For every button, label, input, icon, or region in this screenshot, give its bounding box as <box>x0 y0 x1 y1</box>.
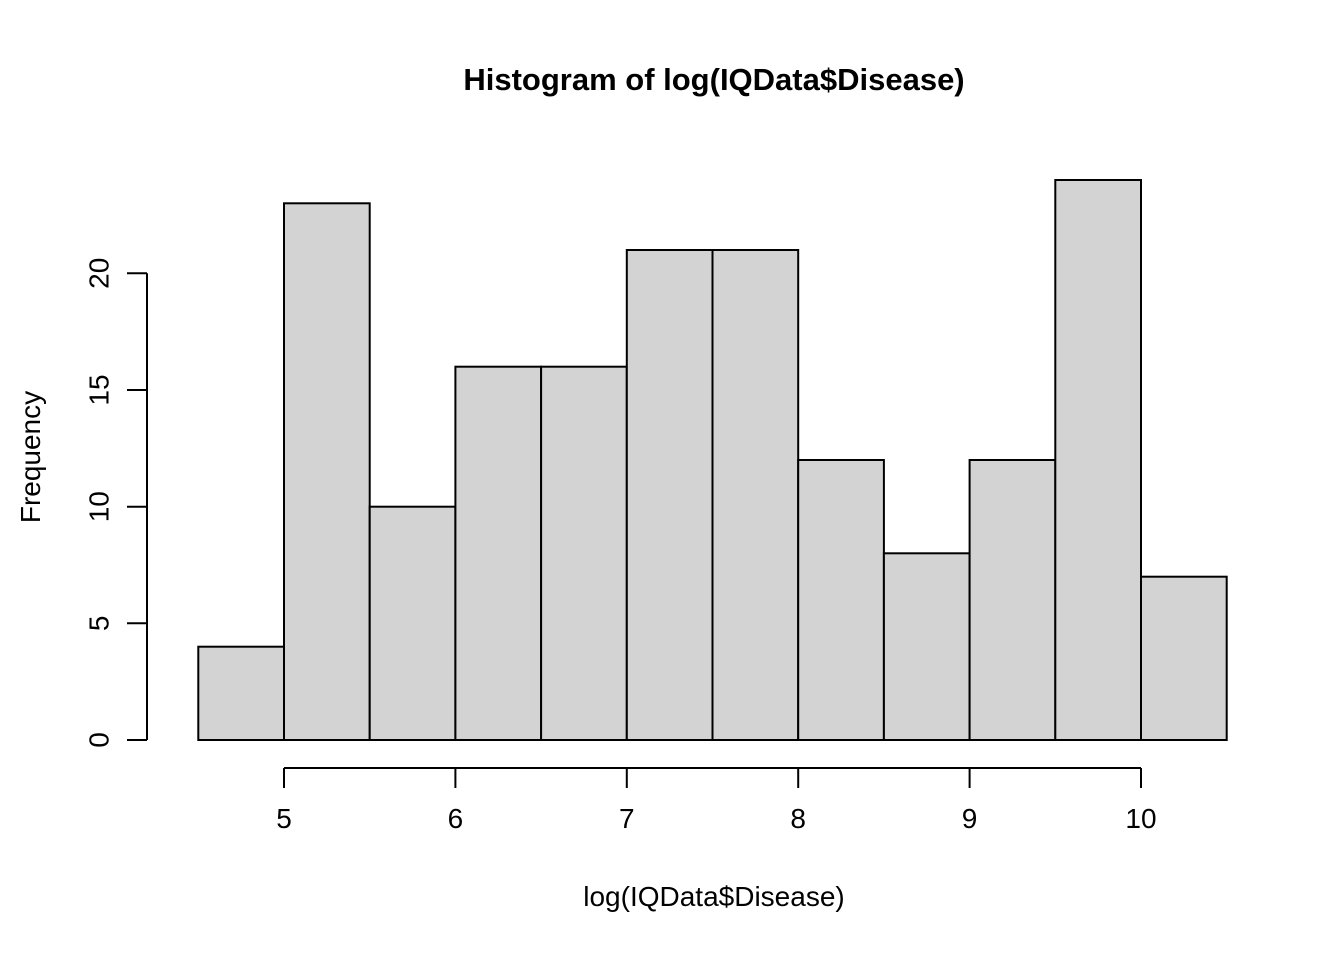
y-tick-label: 5 <box>84 616 115 632</box>
histogram-bar <box>368 505 457 742</box>
x-axis-label: log(IQData$Disease) <box>583 881 845 912</box>
x-tick-label: 5 <box>276 803 292 834</box>
x-tick-label: 6 <box>448 803 464 834</box>
y-tick-label: 0 <box>84 732 115 748</box>
histogram-bar <box>540 365 628 741</box>
y-tick-label: 20 <box>84 258 115 289</box>
histogram-bar <box>454 365 543 741</box>
chart-title: Histogram of log(IQData$Disease) <box>463 62 965 97</box>
x-tick-label: 9 <box>962 803 978 834</box>
y-tick-label: 10 <box>84 491 115 522</box>
y-tick-label: 15 <box>84 374 115 405</box>
x-tick-label: 7 <box>619 803 635 834</box>
histogram-bar <box>1140 575 1228 742</box>
histogram-bar <box>283 202 371 742</box>
histogram-bar <box>197 645 285 742</box>
histogram-bar <box>882 552 971 741</box>
histogram-bar <box>1054 179 1143 741</box>
x-tick-label: 10 <box>1125 803 1156 834</box>
histogram-bar <box>711 249 800 741</box>
histogram-bar <box>968 459 1057 741</box>
histogram-bar <box>797 459 885 741</box>
x-tick-label: 8 <box>790 803 806 834</box>
histogram-bar <box>625 249 714 741</box>
